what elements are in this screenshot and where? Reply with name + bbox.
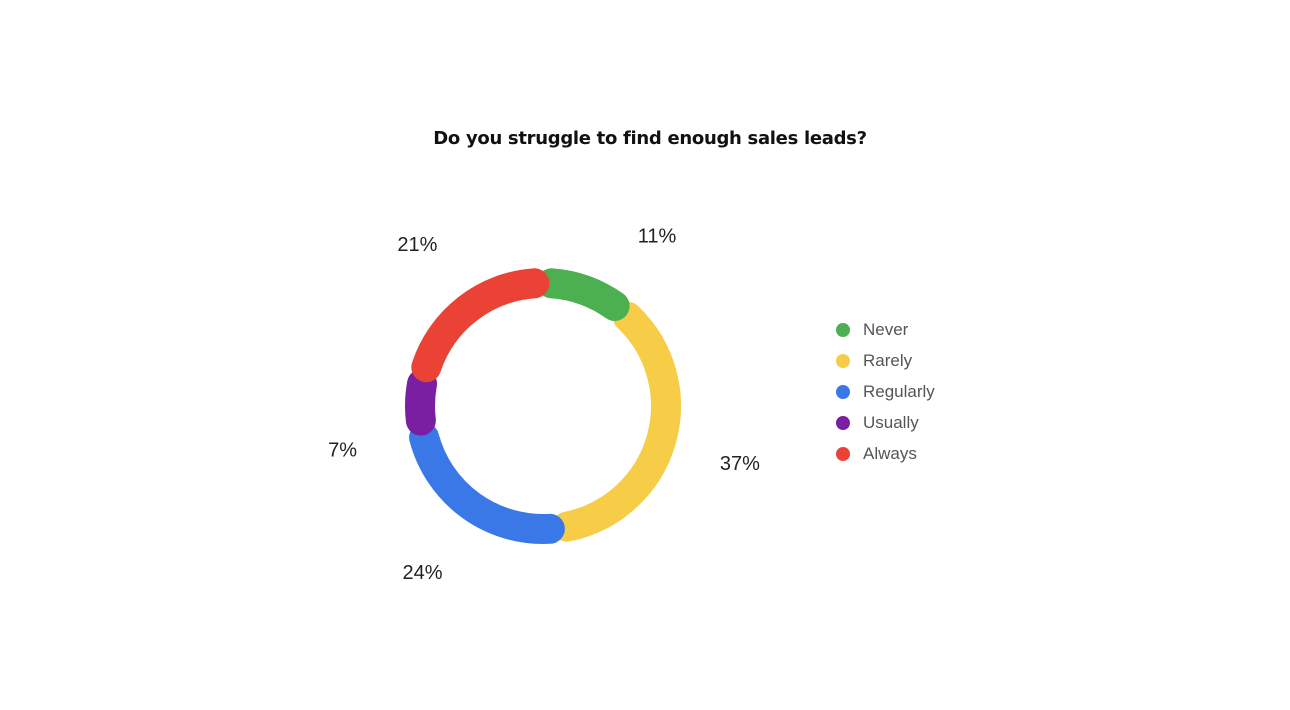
slice-usually[interactable] bbox=[405, 368, 438, 436]
data-label-usually: 7% bbox=[328, 439, 357, 461]
data-label-regularly: 24% bbox=[402, 562, 442, 584]
legend-item-usually[interactable]: Usually bbox=[836, 407, 935, 438]
legend-dot-usually bbox=[836, 415, 850, 430]
legend-label-regularly: Regularly bbox=[863, 381, 935, 401]
data-label-never: 11% bbox=[638, 226, 677, 248]
data-label-rarely: 37% bbox=[720, 453, 760, 475]
legend-label-usually: Usually bbox=[863, 412, 919, 432]
legend-dot-regularly bbox=[836, 384, 850, 399]
chart-title: Do you struggle to find enough sales lea… bbox=[433, 128, 867, 149]
slice-regularly[interactable] bbox=[409, 422, 565, 544]
legend-label-never: Never bbox=[863, 319, 909, 339]
legend-dot-rarely bbox=[836, 353, 850, 368]
legend-item-rarely[interactable]: Rarely bbox=[836, 345, 935, 376]
legend-label-always: Always bbox=[863, 443, 917, 463]
legend-item-never[interactable]: Never bbox=[836, 314, 935, 345]
legend-item-always[interactable]: Always bbox=[836, 438, 935, 469]
data-label-always: 21% bbox=[397, 234, 437, 256]
legend-item-regularly[interactable]: Regularly bbox=[836, 376, 935, 407]
legend-dot-never bbox=[836, 322, 850, 337]
slice-rarely[interactable] bbox=[551, 301, 681, 542]
legend-label-rarely: Rarely bbox=[863, 350, 913, 370]
slice-never[interactable] bbox=[536, 268, 630, 321]
legend: Never Rarely Regularly Usually Always bbox=[836, 314, 935, 469]
slice-always[interactable] bbox=[411, 268, 550, 383]
legend-dot-always bbox=[836, 446, 850, 461]
